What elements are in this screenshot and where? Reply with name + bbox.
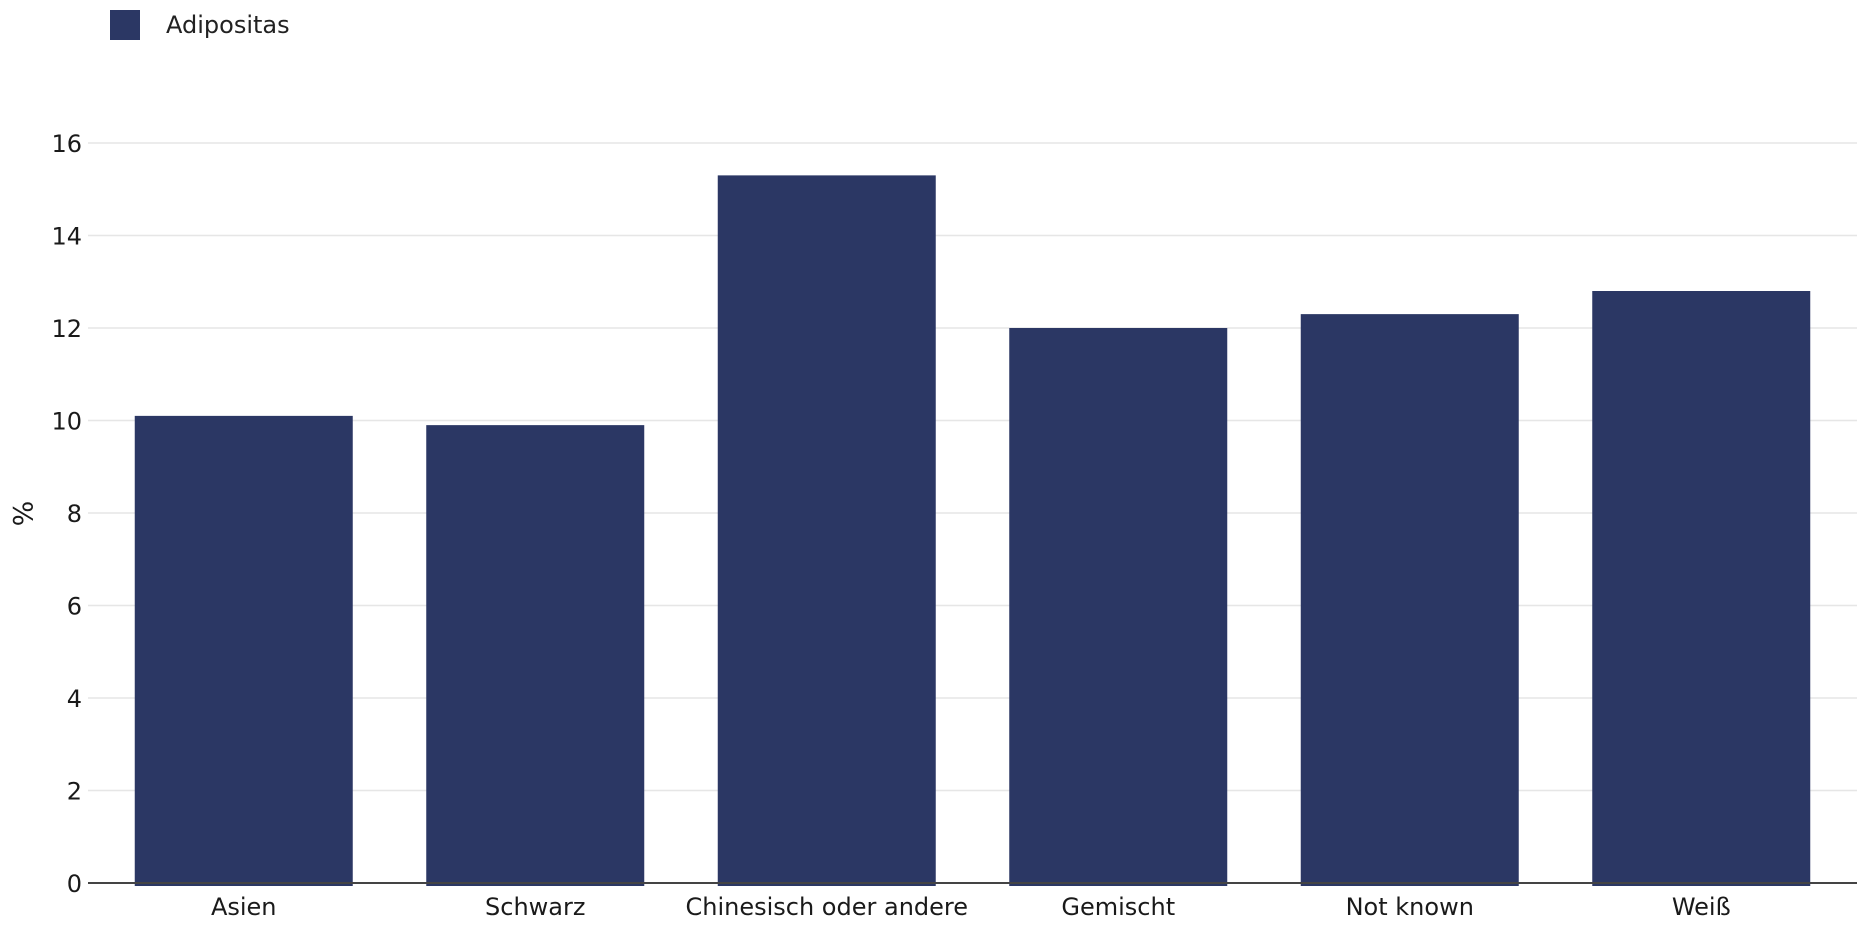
x-axis-ticks: Asien Schwarz Chinesisch oder andere Gemisc… bbox=[211, 893, 1731, 921]
y-axis-ticks: 0 2 4 6 8 10 12 14 16 bbox=[51, 130, 82, 898]
legend-swatch bbox=[110, 10, 140, 40]
x-tick-label: Chinesisch oder andere bbox=[685, 893, 968, 921]
bar-gemischt bbox=[1009, 328, 1228, 886]
y-tick-label: 16 bbox=[51, 130, 82, 158]
y-tick-label: 0 bbox=[67, 870, 82, 898]
bar-not-known bbox=[1300, 314, 1519, 886]
bar-wei- bbox=[1592, 291, 1811, 886]
x-tick-label: Schwarz bbox=[485, 893, 585, 921]
bar-asien bbox=[134, 415, 353, 886]
y-tick-label: 14 bbox=[51, 223, 82, 251]
bar-chinesisch-oder-andere bbox=[717, 175, 936, 886]
bar-schwarz bbox=[426, 425, 645, 886]
y-tick-label: 12 bbox=[51, 315, 82, 343]
y-tick-label: 6 bbox=[67, 593, 82, 621]
legend-label: Adipositas bbox=[166, 11, 290, 39]
x-tick-label: Gemischt bbox=[1061, 893, 1175, 921]
y-tick-label: 10 bbox=[51, 408, 82, 436]
x-tick-label: Not known bbox=[1346, 893, 1474, 921]
bars bbox=[134, 175, 1811, 886]
y-tick-label: 8 bbox=[67, 500, 82, 528]
y-tick-label: 2 bbox=[67, 778, 82, 806]
legend-item: Adipositas bbox=[110, 10, 290, 40]
grid-lines bbox=[88, 142, 1857, 792]
x-tick-label: Weiß bbox=[1672, 893, 1731, 921]
x-tick-label: Asien bbox=[211, 893, 277, 921]
y-tick-label: 4 bbox=[67, 685, 82, 713]
